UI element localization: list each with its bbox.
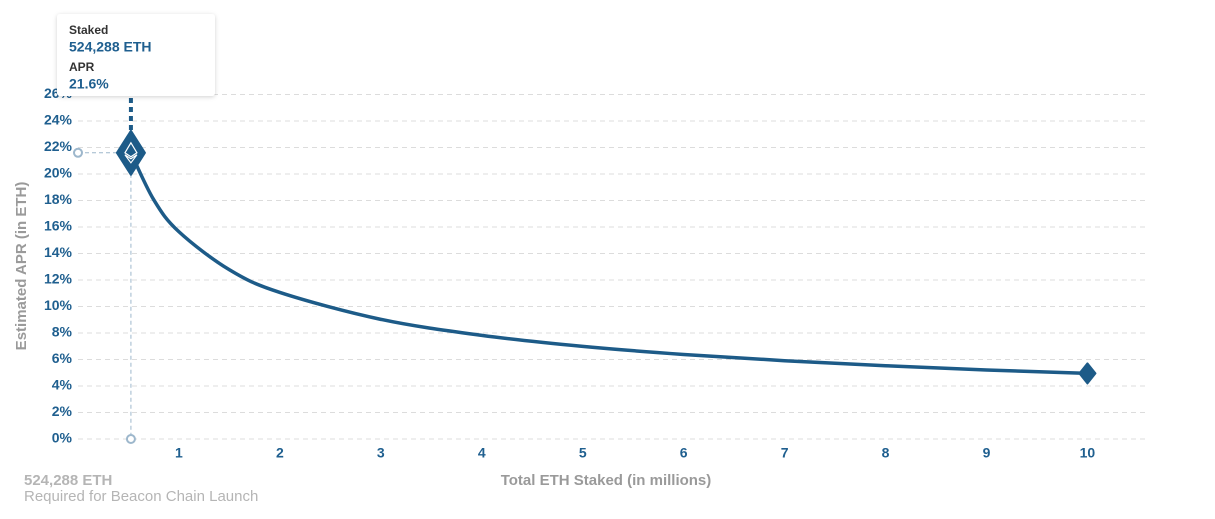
eth-icon <box>124 141 138 164</box>
x-tick-label: 5 <box>579 445 587 461</box>
x-tick-label: 6 <box>680 445 688 461</box>
y-tick-label: 2% <box>52 403 73 419</box>
y-tick-label: 16% <box>44 218 73 234</box>
x-tick-label: 2 <box>276 445 284 461</box>
y-tick-label: 22% <box>44 138 73 154</box>
line <box>129 152 1088 376</box>
y-tick-label: 6% <box>52 350 73 366</box>
footnote-caption: Required for Beacon Chain Launch <box>24 488 258 505</box>
y-tick-label: 14% <box>44 244 73 260</box>
y-tick-label: 12% <box>44 271 73 287</box>
guide-dot <box>125 434 136 444</box>
x-tick-label: 3 <box>377 445 385 461</box>
tooltip: Staked 524,288 ETH APR 21.6% <box>57 14 215 96</box>
x-tick-label: 7 <box>781 445 789 461</box>
x-tick-label: 10 <box>1080 445 1096 461</box>
y-tick-label: 20% <box>44 165 73 181</box>
y-tick-label: 0% <box>52 430 73 446</box>
y-tick-label: 24% <box>44 112 73 128</box>
x-tick-label: 4 <box>478 445 486 461</box>
x-axis-title: Total ETH Staked (in millions) <box>501 472 712 489</box>
tooltip-box <box>57 14 215 96</box>
tooltip-label: APR <box>69 60 95 74</box>
x-tick-label: 1 <box>175 445 183 461</box>
y-tick-label: 10% <box>44 297 73 313</box>
x-tick-label: 8 <box>882 445 890 461</box>
y-tick-label: 8% <box>52 324 73 340</box>
guide-dot <box>73 147 83 158</box>
y-tick-label: 18% <box>44 191 73 207</box>
point-marker <box>115 129 146 176</box>
y-tick-label: 4% <box>52 377 73 393</box>
marker-shape <box>115 129 146 176</box>
tooltip-label: Staked <box>69 23 108 37</box>
point-marker <box>1078 362 1097 385</box>
y-axis-title: Estimated APR (in ETH) <box>13 182 30 351</box>
x-tick-label: 9 <box>983 445 991 461</box>
tooltip-value: 524,288 ETH <box>69 39 152 55</box>
footnote-amount: 524,288 ETH <box>24 472 112 489</box>
tooltip-value: 21.6% <box>69 76 109 92</box>
